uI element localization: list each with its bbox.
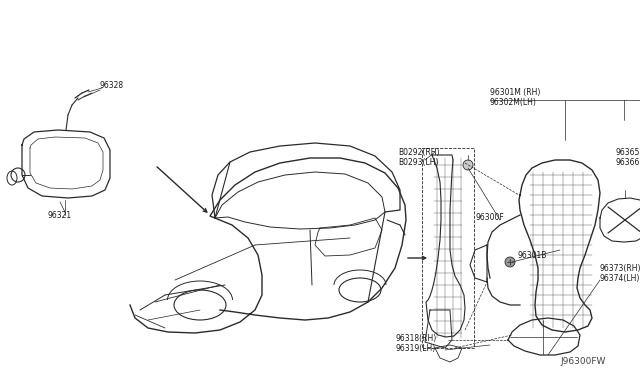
Text: 96319(LH): 96319(LH) <box>396 343 436 353</box>
Text: 96318(RH): 96318(RH) <box>396 334 437 343</box>
Circle shape <box>463 160 473 170</box>
Text: 96328: 96328 <box>99 80 123 90</box>
Text: 96365M(RH): 96365M(RH) <box>615 148 640 157</box>
Text: 96373(RH): 96373(RH) <box>600 263 640 273</box>
Text: 96366M(LH): 96366M(LH) <box>615 157 640 167</box>
Text: B0293(LH): B0293(LH) <box>398 158 438 167</box>
Text: 96321: 96321 <box>48 211 72 219</box>
Text: 96374(LH): 96374(LH) <box>600 273 640 282</box>
Text: 96301M (RH): 96301M (RH) <box>490 89 540 97</box>
Text: 96302M(LH): 96302M(LH) <box>490 99 537 108</box>
Text: 96300F: 96300F <box>476 214 505 222</box>
Circle shape <box>505 257 515 267</box>
Text: B0292(RH): B0292(RH) <box>398 148 440 157</box>
Text: 96301B: 96301B <box>518 250 547 260</box>
Bar <box>422 148 474 348</box>
Text: J96300FW: J96300FW <box>560 357 605 366</box>
